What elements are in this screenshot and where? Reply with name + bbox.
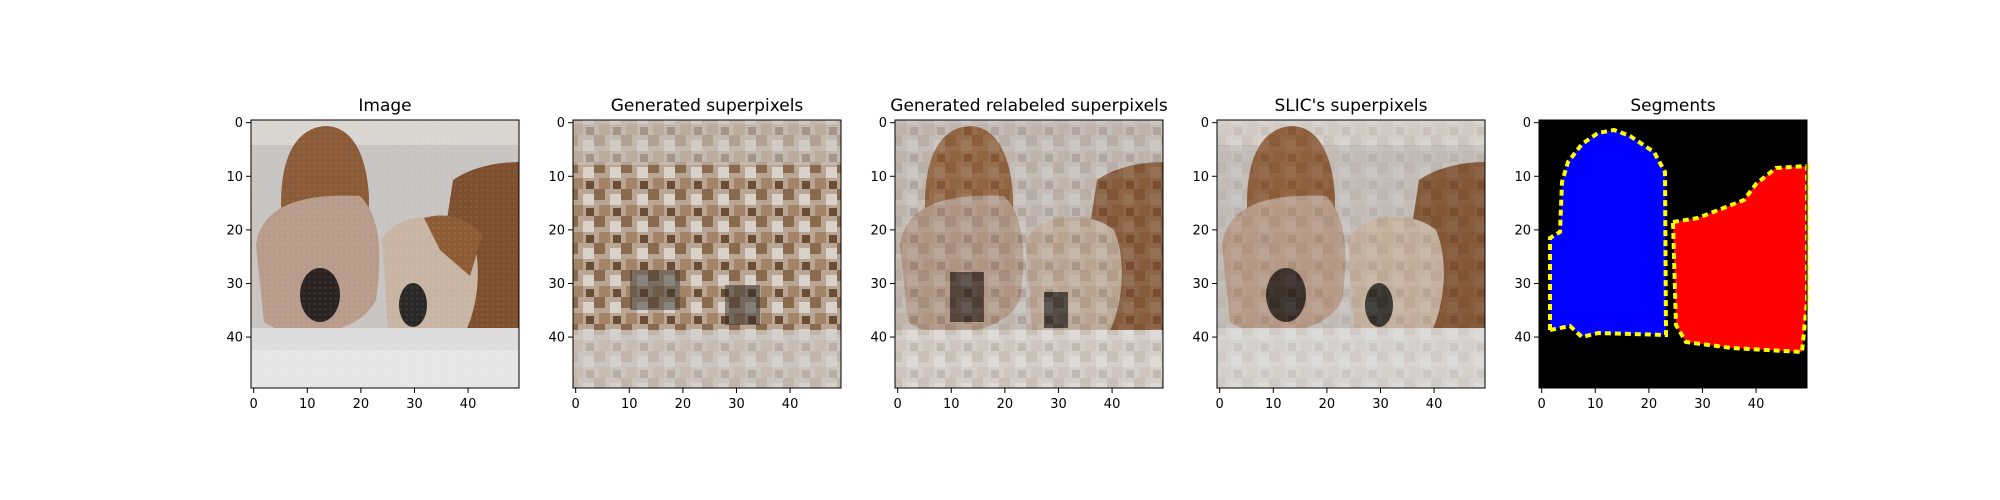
y-tick-label: 30: [1514, 277, 1531, 292]
panel-title: SLIC's superpixels: [1274, 96, 1427, 116]
panel-title: Image: [358, 96, 411, 116]
generated-superpixel-mosaic: [573, 120, 841, 388]
y-tick-label: 40: [1192, 331, 1209, 346]
panel-generated-superpixels: Generated superpixels: [573, 96, 841, 388]
axes-layer: 0 10 20 30 40 0 10 20 30 40 0 10 20 30 40 0 10 20 30 40 0 10 2…: [226, 116, 1808, 412]
y-tick-label: 0: [557, 116, 565, 131]
y-tick-label: 30: [1192, 277, 1209, 292]
x-tick-label: 30: [728, 397, 745, 412]
x-tick-label: 20: [1319, 397, 1336, 412]
panel-title: Segments: [1630, 96, 1716, 116]
y-tick-label: 40: [1514, 331, 1531, 346]
y-tick-label: 20: [870, 223, 887, 238]
panel-title: Generated superpixels: [611, 96, 804, 116]
y-tick-label: 40: [226, 331, 243, 346]
x-tick-label: 20: [1641, 397, 1658, 412]
red-segment: [1670, 163, 1809, 355]
x-tick-label: 40: [1104, 397, 1121, 412]
axes-frame: [1538, 119, 1808, 389]
relabeled-superpixel-mosaic: [895, 120, 1163, 388]
x-tick-label: 20: [675, 397, 692, 412]
y-tick-label: 20: [1192, 223, 1209, 238]
blue-segment: [1548, 127, 1669, 340]
panel-image: Image: [251, 96, 519, 388]
x-tick-label: 20: [353, 397, 370, 412]
x-tick-label: 30: [406, 397, 423, 412]
y-tick-label: 0: [1523, 116, 1531, 131]
axes-frame: [572, 119, 842, 389]
x-tick-label: 10: [621, 397, 638, 412]
axes-frame: [1216, 119, 1486, 389]
slic-superpixel-image: [1217, 120, 1485, 388]
x-tick-label: 10: [1587, 397, 1604, 412]
axes-frame: [250, 119, 520, 389]
x-tick-label: 10: [1265, 397, 1282, 412]
y-tick-label: 30: [226, 277, 243, 292]
x-tick-label: 0: [1538, 397, 1546, 412]
x-tick-label: 0: [250, 397, 258, 412]
panel-segments: Segments: [1539, 96, 1809, 388]
panel-title: Generated relabeled superpixels: [890, 96, 1168, 116]
x-tick-label: 30: [1050, 397, 1067, 412]
x-tick-label: 30: [1694, 397, 1711, 412]
x-tick-label: 0: [894, 397, 902, 412]
x-tick-label: 0: [1216, 397, 1224, 412]
y-tick-label: 20: [1514, 223, 1531, 238]
x-tick-label: 10: [943, 397, 960, 412]
panel-slic-superpixels: SLIC's superpixels: [1217, 96, 1485, 388]
x-tick-label: 20: [997, 397, 1014, 412]
x-tick-label: 40: [1426, 397, 1443, 412]
y-tick-label: 0: [879, 116, 887, 131]
y-tick-label: 30: [548, 277, 565, 292]
axes-frame: [894, 119, 1164, 389]
y-tick-label: 40: [870, 331, 887, 346]
x-tick-label: 40: [1748, 397, 1765, 412]
y-tick-label: 30: [870, 277, 887, 292]
x-tick-label: 10: [299, 397, 316, 412]
y-tick-label: 10: [548, 170, 565, 185]
y-tick-label: 10: [1514, 170, 1531, 185]
y-tick-label: 10: [226, 170, 243, 185]
y-tick-label: 20: [548, 223, 565, 238]
panel-relabeled-superpixels: Generated relabeled superpixels: [890, 96, 1168, 388]
y-tick-label: 10: [1192, 170, 1209, 185]
x-tick-label: 40: [782, 397, 799, 412]
x-tick-label: 40: [460, 397, 477, 412]
x-tick-label: 30: [1372, 397, 1389, 412]
y-tick-label: 0: [1201, 116, 1209, 131]
y-tick-label: 40: [548, 331, 565, 346]
x-tick-label: 0: [572, 397, 580, 412]
y-tick-label: 10: [870, 170, 887, 185]
y-tick-label: 0: [235, 116, 243, 131]
segment-mask: [1539, 120, 1809, 388]
y-tick-label: 20: [226, 223, 243, 238]
